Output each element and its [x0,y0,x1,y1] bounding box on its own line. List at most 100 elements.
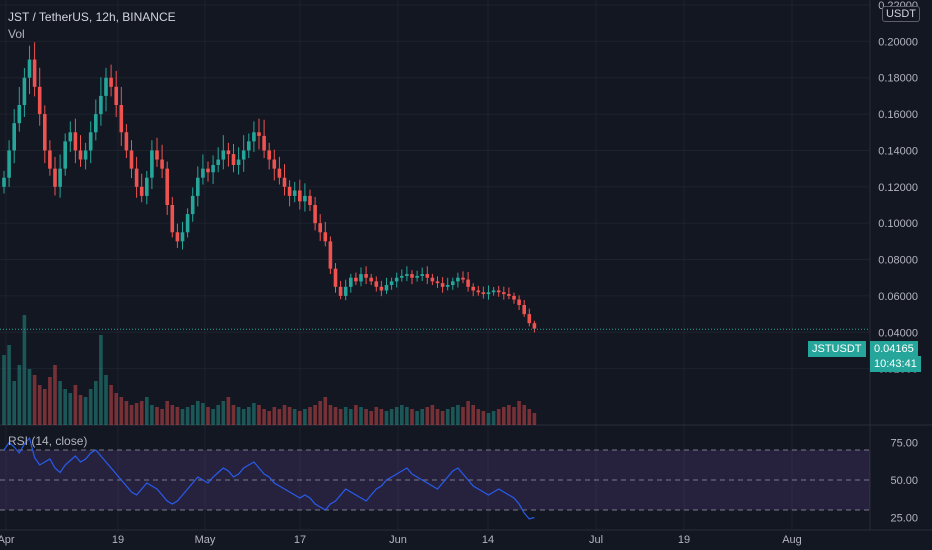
volume-bar [190,405,195,425]
candle-body [119,105,124,133]
candle-body [104,77,108,96]
candle-body [236,159,241,165]
volume-bar [445,409,450,425]
volume-bar [303,409,307,425]
volume-bar [405,407,409,425]
time-tick-label: 19 [112,534,124,546]
candle-body [22,77,27,105]
volume-bar [466,401,470,425]
candle-body [527,314,532,324]
candle-body [343,286,348,296]
volume-bar [99,335,103,425]
candle-body [364,274,368,278]
candle-body [333,268,338,287]
candle-body [456,277,460,282]
candle-body [7,150,11,178]
candle-body [257,132,261,136]
candle-body [43,114,47,151]
time-tick-label: Apr [0,534,15,546]
volume-bar [185,407,190,425]
candle-body [17,105,22,124]
volume-bar [502,407,506,425]
volume-bar [155,407,159,425]
candle-body [512,295,516,300]
candle-body [359,274,363,282]
volume-bar [532,413,537,425]
candle-body [2,177,6,187]
candle-body [180,232,185,242]
volume-bar [374,407,379,425]
candle-body [502,292,506,295]
volume-bar [37,385,42,425]
volume-bar [7,345,11,425]
volume-bar [196,401,200,425]
volume-bar [124,401,129,425]
candle-body [445,285,450,287]
candle-body [170,205,175,233]
volume-bar [201,403,205,425]
volume-bar [349,409,353,425]
volume-bar [282,405,287,425]
candle-body [129,150,134,169]
volume-bar [247,407,251,425]
volume-bar [369,411,373,425]
price-tick-label: 0.14000 [878,145,918,157]
volume-bar [12,381,16,425]
candle-body [185,214,190,233]
volume-bar [389,409,394,425]
candle-body [27,59,32,78]
candle-body [175,232,180,242]
volume-bar [2,355,6,425]
candle-body [277,168,282,178]
rsi-label: RSI (14, close) [8,434,88,448]
volume-bar [226,397,231,425]
volume-bar [379,409,384,425]
candle-body [400,275,404,278]
volume-bar [481,411,486,425]
candle-body [338,286,343,296]
volume-bar [313,405,317,425]
volume-bar [354,405,358,425]
volume-bar [323,397,328,425]
candle-body [298,190,302,202]
volume-bar [231,405,236,425]
time-tick-label: 17 [294,534,306,546]
volume-bar [491,411,496,425]
volume-label: Vol [8,27,25,41]
volume-bar [48,377,52,425]
price-tick-label: 0.20000 [878,36,918,48]
volume-bar [73,385,78,425]
price-tick-label: 0.10000 [878,218,918,230]
candle-body [292,190,297,196]
volume-bar [507,405,511,425]
candle-body [32,59,37,87]
candle-body [430,277,435,282]
volume-bar [287,407,292,425]
candle-body [272,159,277,169]
candle-body [379,286,384,291]
volume-bar [114,393,118,425]
volume-bar [236,407,241,425]
candle-body [328,241,333,269]
currency-badge[interactable]: USDT [882,6,920,22]
volume-bar [175,407,180,425]
candle-body [58,168,62,187]
candle-body [211,165,215,173]
candle-body [440,283,445,287]
volume-bar [308,407,312,425]
volume-bar [27,369,32,425]
volume-bar [440,411,445,425]
volume-bar [277,409,282,425]
volume-bar [272,407,277,425]
candle-body [435,281,440,284]
volume-bar [410,409,414,425]
volume-bar [333,407,338,425]
candle-body [425,274,430,278]
volume-bar [180,409,185,425]
volume-bar [298,411,302,425]
candle-body [160,159,164,169]
volume-bar [456,405,460,425]
candle-body [394,277,399,282]
candle-body [303,195,307,202]
time-tick-label: May [195,534,216,546]
